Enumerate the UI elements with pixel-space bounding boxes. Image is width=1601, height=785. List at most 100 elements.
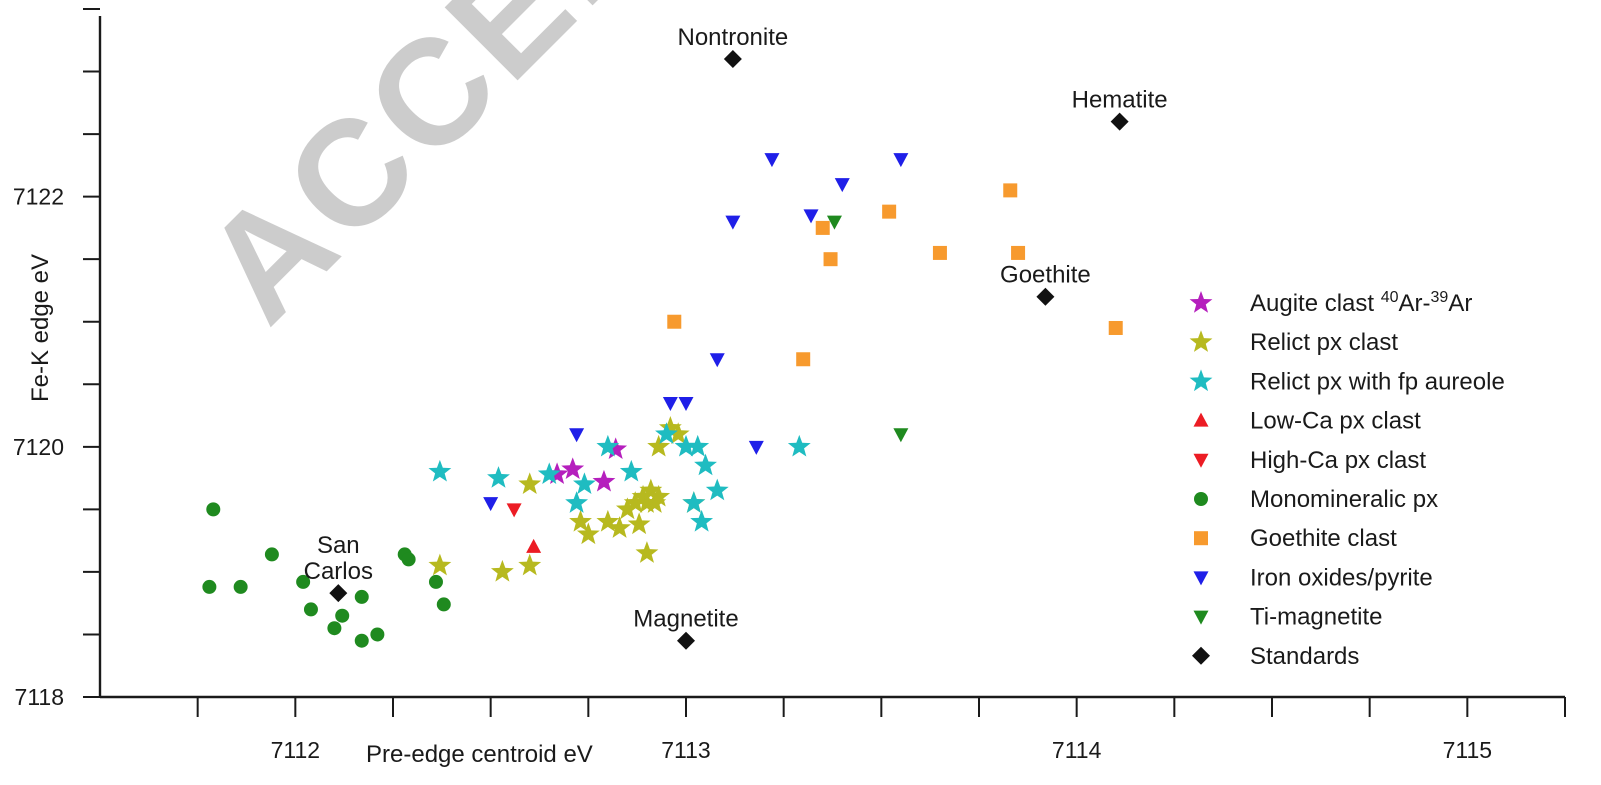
data-point xyxy=(233,579,248,594)
data-point xyxy=(354,633,369,648)
series-2 xyxy=(428,422,811,532)
legend-marker xyxy=(1193,453,1209,468)
data-point xyxy=(296,574,311,589)
data-point xyxy=(787,434,811,457)
data-point xyxy=(823,252,838,267)
legend-marker xyxy=(1189,330,1213,352)
data-point xyxy=(803,209,819,224)
data-point xyxy=(596,434,620,457)
legend-marker xyxy=(1189,291,1213,313)
x-tick-label: 7112 xyxy=(271,737,320,763)
legend-marker xyxy=(1193,571,1209,586)
legend-marker xyxy=(1194,492,1208,506)
legend-marker xyxy=(1194,531,1208,546)
data-point xyxy=(573,472,596,495)
data-point xyxy=(893,428,909,443)
data-point xyxy=(667,314,682,329)
standard-label: Hematite xyxy=(1072,87,1168,114)
data-point xyxy=(932,245,947,260)
data-point xyxy=(662,397,678,412)
data-point xyxy=(639,478,663,501)
data-point xyxy=(674,434,698,457)
data-point xyxy=(327,621,342,636)
data-point xyxy=(678,397,694,412)
legend-label: Goethite clast xyxy=(1250,525,1397,552)
legend-item: Goethite clast xyxy=(1194,525,1397,552)
data-point xyxy=(604,437,628,460)
series-4 xyxy=(506,503,522,518)
data-point xyxy=(561,457,585,480)
legend-item: Standards xyxy=(1192,643,1359,670)
data-point xyxy=(882,204,897,219)
legend-label: Relict px with fp aureole xyxy=(1250,368,1505,395)
data-point xyxy=(303,602,318,617)
data-point xyxy=(490,559,514,582)
data-point xyxy=(202,579,217,594)
data-point xyxy=(631,484,655,507)
data-point xyxy=(690,509,714,532)
legend-marker xyxy=(1189,369,1213,392)
data-point xyxy=(815,220,830,235)
x-axis-title: Pre-edge centroid eV xyxy=(366,741,593,768)
data-point xyxy=(436,597,451,612)
series-6 xyxy=(667,183,1123,367)
data-point xyxy=(709,353,725,368)
watermark-text: ACCEP xyxy=(172,0,683,353)
data-point xyxy=(1011,245,1026,260)
data-point xyxy=(682,491,706,513)
axes: 7112 7113 7114 7115 7118 7120 7122 Pre-edge cen… xyxy=(13,8,1566,768)
data-point xyxy=(576,522,600,545)
data-point xyxy=(655,422,678,445)
data-point xyxy=(518,472,542,495)
legend-item: Iron oxides/pyrite xyxy=(1193,564,1433,591)
legend-label: Standards xyxy=(1250,643,1359,670)
data-point xyxy=(596,509,620,532)
standard-label: Nontronite xyxy=(678,24,789,51)
legend-item: Relict px with fp aureole xyxy=(1189,368,1505,395)
standard-labels: San Carlos Magnetite Nontronite Goethite Hema… xyxy=(304,24,1168,633)
legend-label: Augite clast 40Ar-39Ar xyxy=(1250,289,1472,317)
data-point xyxy=(748,440,764,455)
y-tick-label: 7120 xyxy=(13,434,64,460)
legend-label: Low-Ca px clast xyxy=(1250,408,1421,435)
y-axis-title: Fe-K edge eV xyxy=(27,254,54,402)
data-point xyxy=(826,215,842,230)
data-point xyxy=(764,153,780,168)
standard-label: San Carlos xyxy=(304,532,373,585)
data-point xyxy=(526,538,542,553)
data-point xyxy=(1108,320,1123,335)
data-point xyxy=(569,428,585,443)
data-point xyxy=(329,584,348,603)
legend-marker xyxy=(1193,610,1209,625)
data-point xyxy=(206,502,221,517)
data-point xyxy=(658,416,682,438)
legend-item: Ti-magnetite xyxy=(1193,604,1383,631)
data-point xyxy=(428,459,452,482)
data-point xyxy=(615,497,639,520)
legend-item: Augite clast 40Ar-39Ar xyxy=(1189,289,1472,317)
data-point xyxy=(565,491,589,513)
data-point xyxy=(647,434,671,457)
data-point xyxy=(893,153,909,168)
legend-label: Iron oxides/pyrite xyxy=(1250,564,1433,591)
series-5 xyxy=(202,502,451,648)
data-point xyxy=(608,516,631,538)
legend-item: Monomineralic px xyxy=(1194,486,1438,513)
watermark: ACCEP xyxy=(172,0,683,353)
data-point xyxy=(1036,287,1055,306)
data-point xyxy=(506,503,522,518)
data-point xyxy=(705,478,729,501)
data-point xyxy=(666,422,690,445)
series-8 xyxy=(826,215,909,443)
data-point xyxy=(354,589,369,604)
x-tick-label: 7115 xyxy=(1443,737,1492,763)
data-point xyxy=(592,469,616,492)
data-point xyxy=(694,453,717,476)
legend-label: Relict px clast xyxy=(1250,329,1398,356)
standard-label: Goethite xyxy=(1000,262,1091,289)
legend-item: Low-Ca px clast xyxy=(1193,408,1421,435)
data-point xyxy=(370,627,385,642)
data-point xyxy=(569,509,592,532)
series-7 xyxy=(483,153,909,512)
